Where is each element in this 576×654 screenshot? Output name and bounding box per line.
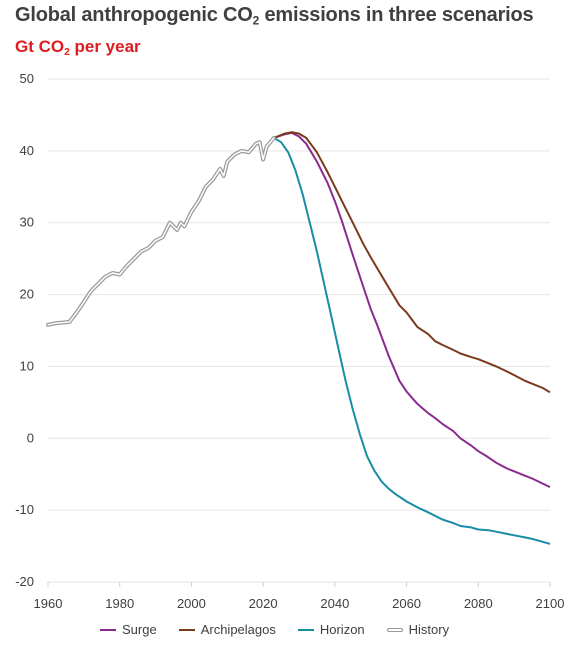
grid-lines xyxy=(47,78,551,587)
legend-item-archipelagos: Archipelagos xyxy=(178,622,276,637)
legend-label: Horizon xyxy=(319,622,365,637)
y-tick-label: 10 xyxy=(20,358,34,373)
x-tick-label: 1960 xyxy=(34,596,63,611)
legend-label: Surge xyxy=(122,622,157,637)
chart-subtitle: Gt CO2 per year xyxy=(15,37,141,58)
legend-swatch xyxy=(386,627,403,632)
y-tick-label: 20 xyxy=(20,287,34,302)
legend-label: History xyxy=(408,622,450,637)
x-tick-label: 2040 xyxy=(320,596,349,611)
title-text-rest: emissions in three scenarios xyxy=(259,4,534,26)
y-axis-tick-labels: 50 40 30 20 10 0 -10 -20 xyxy=(15,71,34,589)
subtitle-subscript: 2 xyxy=(64,47,70,59)
series-line-history-outline xyxy=(46,135,276,327)
series-line-archipelagos xyxy=(273,131,551,394)
y-tick-label: 40 xyxy=(20,143,34,158)
legend-swatch xyxy=(178,628,195,631)
y-tick-label: 30 xyxy=(20,215,34,230)
legend-swatch xyxy=(100,628,116,631)
x-tick-label: 2020 xyxy=(249,596,278,611)
x-axis-tick-labels: 1960 1980 2000 2020 2040 2060 2080 2100 xyxy=(34,596,565,611)
y-tick-label: -10 xyxy=(15,502,34,517)
x-tick-label: 2080 xyxy=(464,596,493,611)
legend-item-history: History xyxy=(386,622,450,637)
y-tick-label: -20 xyxy=(15,574,34,589)
x-tick-label: 2100 xyxy=(536,596,565,611)
x-tick-label: 1980 xyxy=(105,596,134,611)
title-subscript: 2 xyxy=(252,13,260,28)
series-line-surge xyxy=(273,131,551,488)
x-tick-label: 2000 xyxy=(177,596,206,611)
title-text: Global anthropogenic CO xyxy=(15,4,253,26)
subtitle-text-rest: per year xyxy=(69,37,141,56)
series-line-history xyxy=(47,137,275,326)
legend: Surge Archipelagos Horizon History xyxy=(100,622,471,637)
series-line-horizon xyxy=(273,137,551,545)
x-tick-label: 2060 xyxy=(392,596,421,611)
legend-swatch xyxy=(297,628,314,631)
y-tick-label: 50 xyxy=(20,71,34,86)
legend-item-surge: Surge xyxy=(100,622,157,637)
chart-title: Global anthropogenic CO2 emissions in th… xyxy=(15,4,534,28)
legend-item-horizon: Horizon xyxy=(297,622,365,637)
y-tick-label: 0 xyxy=(27,430,34,445)
series-lines xyxy=(46,131,551,545)
subtitle-text: Gt CO xyxy=(15,37,65,56)
legend-label: Archipelagos xyxy=(200,622,276,637)
